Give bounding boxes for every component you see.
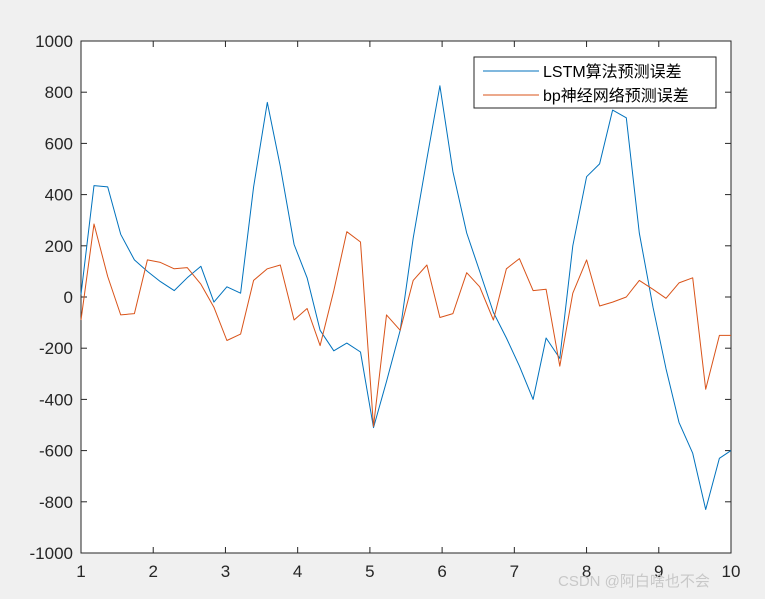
x-tick-label: 7	[510, 562, 519, 581]
x-tick-label: 4	[293, 562, 302, 581]
watermark-text: CSDN @阿白啥也不会	[558, 573, 710, 590]
legend-box	[473, 56, 717, 109]
axis-ticks: 1 2 3 4 5 6 7 8 9 10 1000 800 600 400 200 0 -200 -400 -600…	[30, 32, 741, 581]
x-tick-label: 3	[221, 562, 230, 581]
x-tick-label: 5	[365, 562, 374, 581]
y-tick-label: -400	[39, 390, 73, 409]
legend-label-2: bp神经网络预测误差	[543, 86, 689, 105]
plot-area	[80, 40, 732, 554]
y-tick-label: 600	[45, 134, 73, 153]
x-tick-label: 8	[582, 562, 591, 581]
y-tick-label: 0	[64, 288, 73, 307]
y-tick-label: -200	[39, 339, 73, 358]
y-tick-label: 800	[45, 83, 73, 102]
legend-label-1: LSTM算法预测误差	[543, 62, 682, 81]
series-line-1	[80, 85, 732, 510]
y-tick-label: -800	[39, 493, 73, 512]
x-tick-label: 1	[76, 562, 85, 581]
legend: LSTM算法预测误差 bp神经网络预测误差	[473, 56, 717, 109]
y-tick-label: -600	[39, 442, 73, 461]
x-tick-label: 2	[148, 562, 157, 581]
x-tick-label: 10	[722, 562, 741, 581]
y-tick-label: 1000	[35, 32, 73, 51]
x-tick-label: 6	[437, 562, 446, 581]
y-tick-label: 400	[45, 186, 73, 205]
y-tick-label: -1000	[30, 544, 73, 563]
y-tick-label: 200	[45, 237, 73, 256]
plot-series	[80, 85, 732, 510]
series-line-2	[80, 223, 731, 427]
x-tick-label: 9	[654, 562, 663, 581]
